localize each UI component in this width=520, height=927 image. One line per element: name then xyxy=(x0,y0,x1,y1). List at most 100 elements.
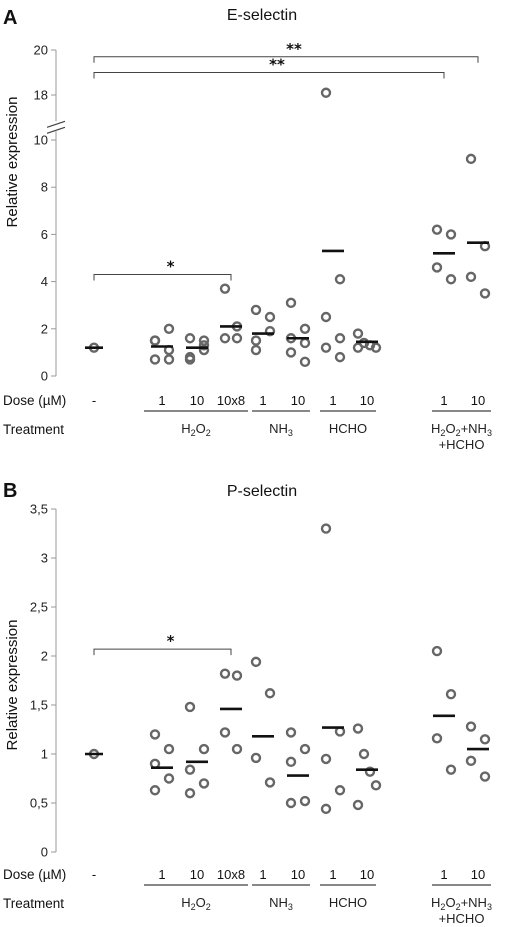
dose-label: 10 xyxy=(471,393,485,408)
dose-label: 1 xyxy=(158,867,165,882)
data-point xyxy=(299,743,311,755)
dose-row-label-a: Dose (µM) xyxy=(3,393,66,408)
dose-label: 1 xyxy=(440,867,447,882)
y-axis-a: 0 2 4 6 8 10 18 20 xyxy=(34,43,66,384)
data-point xyxy=(479,734,491,745)
y-tick-label: 3 xyxy=(41,551,48,566)
treatment-group-label: H2O2+NH3 xyxy=(431,895,492,912)
data-point xyxy=(334,333,346,344)
data-point xyxy=(364,766,376,777)
data-point xyxy=(465,755,477,767)
data-point xyxy=(198,344,210,356)
data-point xyxy=(352,342,364,353)
treatment-group-label-line2: +HCHO xyxy=(439,911,485,926)
data-point xyxy=(299,337,311,349)
data-point xyxy=(285,756,297,768)
data-point xyxy=(250,304,262,316)
panel-letter-a: A xyxy=(3,7,17,29)
data-point xyxy=(445,274,457,285)
dose-row-label-b: Dose (µM) xyxy=(3,867,66,882)
data-point xyxy=(198,743,210,755)
treatment-groups-b: H2O2 NH3 HCHO H2O2+NH3+HCHO xyxy=(144,884,492,926)
data-point xyxy=(431,224,443,235)
significance-bracket xyxy=(93,648,232,656)
dose-label: 10 xyxy=(291,867,305,882)
axis-break-mark xyxy=(46,126,66,134)
data-point xyxy=(320,523,332,534)
data-point xyxy=(250,656,262,668)
significance-brackets-b: * xyxy=(93,632,232,656)
dose-label: 1 xyxy=(158,393,165,408)
data-point xyxy=(250,335,262,346)
data-point xyxy=(163,743,175,755)
treatment-group-label: NH3 xyxy=(269,895,293,912)
dose-label: 10 xyxy=(360,393,374,408)
dose-label: 1 xyxy=(259,867,266,882)
data-point xyxy=(184,701,196,713)
y-axis-label-a: Relative expression xyxy=(4,97,21,228)
treatment-groups-a: H2O2 NH3 HCHO H2O2+NH3+HCHO xyxy=(144,410,492,452)
panel-b: B P-selectin Relative expression 0 0,5 1 1,… xyxy=(3,480,492,926)
treatment-row-label-a: Treatment xyxy=(3,422,64,437)
axis-break-mark xyxy=(46,120,66,128)
data-point xyxy=(352,328,364,339)
panel-a: A E-selectin Relative expression 0246810… xyxy=(3,7,492,452)
data-point xyxy=(219,333,231,344)
data-point xyxy=(445,689,457,700)
data-point xyxy=(219,668,231,679)
data-point xyxy=(163,773,175,784)
y-axis-b: 0 0,5 1 1,5 2 2,5 3 3,5 xyxy=(30,502,57,860)
y-tick-label: 2 xyxy=(41,321,48,336)
y-tick-label: 3,5 xyxy=(30,502,48,517)
data-point xyxy=(231,670,243,681)
significance-star: * xyxy=(167,632,175,650)
y-tick-label: 0 xyxy=(41,845,48,860)
data-point xyxy=(370,780,382,791)
significance-star: ** xyxy=(286,40,302,58)
dose-label: 10x8 xyxy=(217,393,245,408)
data-point xyxy=(264,688,276,699)
data-point xyxy=(198,335,210,346)
data-point xyxy=(352,799,364,811)
data-point xyxy=(250,752,262,764)
treatment-row-label-b: Treatment xyxy=(3,896,64,911)
treatment-group-label: NH3 xyxy=(269,421,293,438)
data-point xyxy=(184,788,196,799)
data-point xyxy=(479,288,491,299)
y-tick-label: 1,5 xyxy=(30,698,48,713)
data-point xyxy=(231,743,243,755)
data-point xyxy=(149,354,161,365)
data-point xyxy=(149,785,161,796)
data-point xyxy=(163,354,175,365)
chart-title-p-selectin: P-selectin xyxy=(227,483,297,500)
data-point xyxy=(431,733,443,744)
data-point xyxy=(358,748,370,760)
data-point xyxy=(264,777,276,788)
data-point xyxy=(431,645,443,657)
data-point xyxy=(184,351,196,363)
data-point xyxy=(465,153,477,165)
data-point xyxy=(219,727,231,738)
data-point xyxy=(320,342,332,353)
panel-letter-b: B xyxy=(3,480,17,502)
data-point xyxy=(184,764,196,775)
y-tick-label: 18 xyxy=(34,88,48,103)
dose-label: 1 xyxy=(259,393,266,408)
data-point xyxy=(334,785,346,796)
data-point xyxy=(431,262,443,273)
data-point xyxy=(285,297,297,309)
data-point xyxy=(445,764,457,775)
y-tick-label: 20 xyxy=(34,43,48,58)
significance-bracket xyxy=(93,274,232,281)
dose-label: - xyxy=(92,867,96,882)
dose-label: - xyxy=(92,393,96,408)
data-point xyxy=(219,283,231,294)
data-point xyxy=(465,721,477,732)
data-point xyxy=(320,803,332,815)
treatment-group-label: H2O2 xyxy=(181,421,211,438)
data-point xyxy=(299,356,311,368)
significance-star: ** xyxy=(269,56,285,74)
data-marks-a xyxy=(85,87,491,368)
y-tick-label: 10 xyxy=(34,133,48,148)
dose-row-b: - 1 10 10x8 1 10 1 10 1 10 xyxy=(92,867,485,882)
